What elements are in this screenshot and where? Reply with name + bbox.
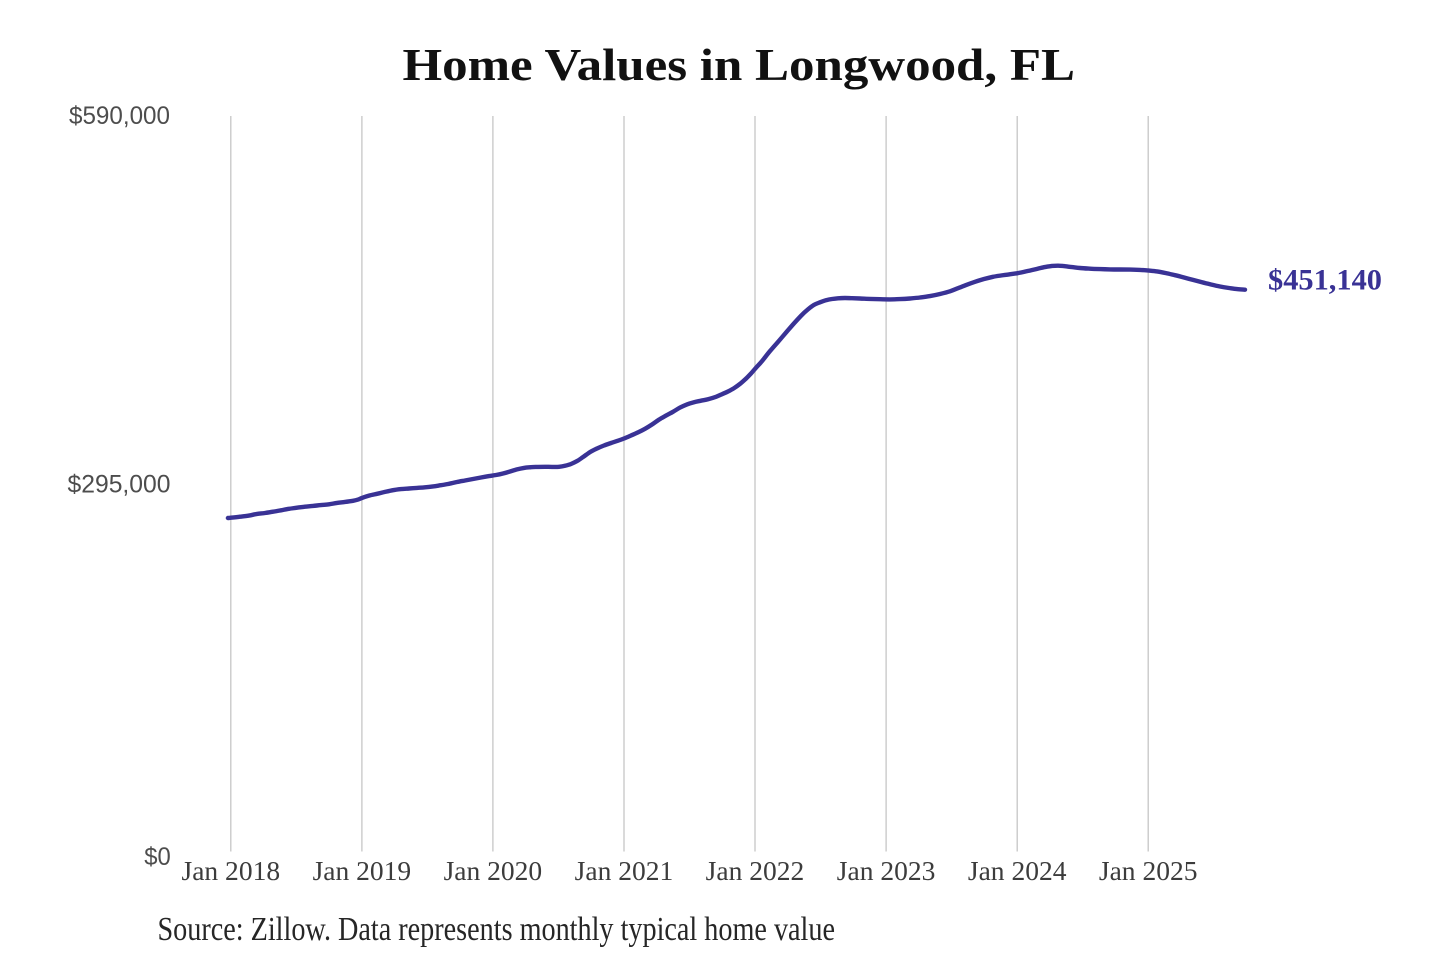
svg-text:$295,000: $295,000 bbox=[68, 470, 171, 498]
svg-text:$451,140: $451,140 bbox=[1268, 263, 1382, 296]
svg-text:Jan 2022: Jan 2022 bbox=[706, 856, 805, 886]
svg-text:Jan 2024: Jan 2024 bbox=[968, 856, 1067, 886]
svg-text:$590,000: $590,000 bbox=[69, 102, 170, 130]
svg-text:Jan 2021: Jan 2021 bbox=[575, 856, 674, 886]
svg-text:Jan 2025: Jan 2025 bbox=[1099, 856, 1198, 886]
svg-text:Home Values in Longwood, FL: Home Values in Longwood, FL bbox=[403, 39, 1076, 90]
svg-text:Jan 2023: Jan 2023 bbox=[837, 856, 936, 886]
svg-text:Jan 2019: Jan 2019 bbox=[313, 856, 412, 886]
svg-text:Jan 2020: Jan 2020 bbox=[444, 856, 543, 886]
svg-text:Jan 2018: Jan 2018 bbox=[182, 856, 281, 886]
svg-text:$0: $0 bbox=[144, 843, 171, 871]
svg-text:Source: Zillow. Data represent: Source: Zillow. Data represents monthly … bbox=[158, 911, 836, 948]
